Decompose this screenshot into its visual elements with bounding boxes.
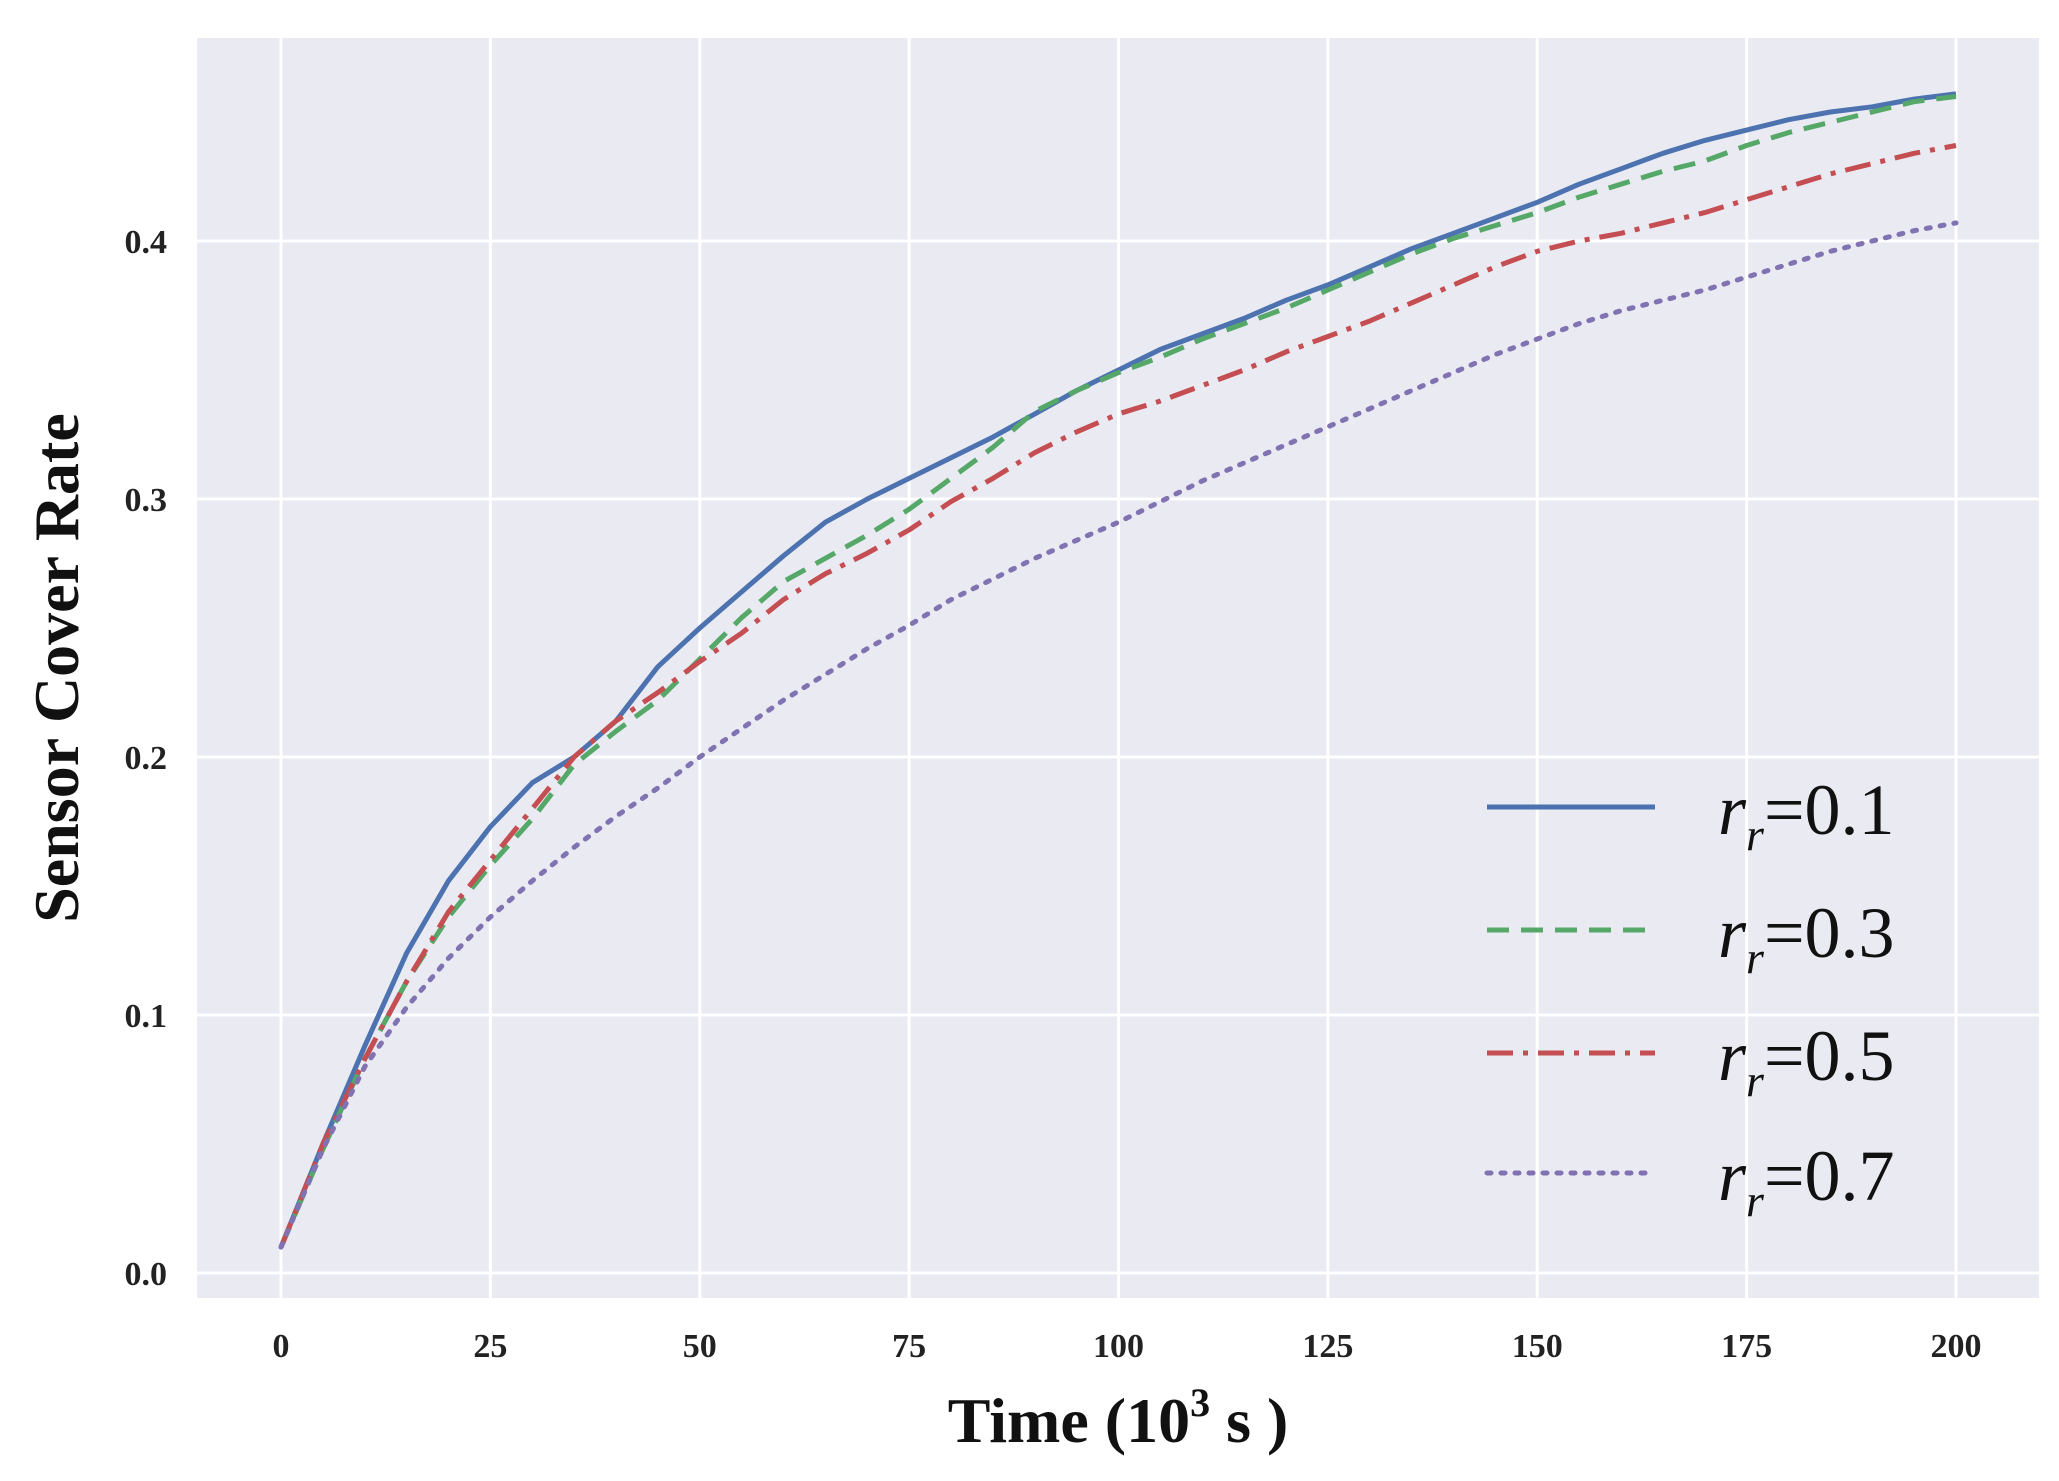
legend-var-01: r	[1718, 770, 1747, 850]
y-tick-label-0.3: 0.3	[125, 482, 168, 519]
legend-var-03: r	[1718, 893, 1747, 973]
legend-value-01: =0.1	[1764, 770, 1895, 850]
legend-var-05: r	[1718, 1016, 1747, 1096]
x-tick-label-150: 150	[1512, 1328, 1563, 1365]
x-tick-label-200: 200	[1931, 1328, 1982, 1365]
legend-sub-03: r	[1746, 932, 1765, 983]
legend-label-01: rr=0.1	[1718, 770, 1895, 860]
x-tick-label-75: 75	[892, 1328, 926, 1365]
series-line-07	[278, 220, 1959, 1250]
x-tick-label-25: 25	[473, 1328, 507, 1365]
grid-lines	[197, 38, 2039, 1298]
legend-sub-07: r	[1746, 1175, 1765, 1226]
legend-sub-01: r	[1746, 809, 1765, 860]
legend-label-03: rr=0.3	[1718, 893, 1895, 983]
x-axis-label-exponent: 3	[1190, 1380, 1210, 1425]
y-tick-label-0.1: 0.1	[125, 998, 168, 1035]
x-axis-label-unit: s )	[1210, 1385, 1288, 1456]
legend-value-05: =0.5	[1764, 1016, 1895, 1096]
x-tick-label-50: 50	[683, 1328, 717, 1365]
y-axis-ticks: 0.0 0.1 0.2 0.3 0.4	[125, 224, 168, 1293]
x-axis-ticks: 0 25 50 75 100 125 150 175 200	[273, 1328, 1982, 1365]
y-tick-label-0.0: 0.0	[125, 1256, 168, 1293]
y-axis-label: Sensor Cover Rate	[21, 413, 92, 923]
legend-sub-05: r	[1746, 1055, 1765, 1106]
x-axis-label-main: Time (10	[948, 1385, 1190, 1456]
x-axis-label: Time (103 s )	[948, 1380, 1289, 1456]
x-tick-label-125: 125	[1302, 1328, 1353, 1365]
legend-label-07: rr=0.7	[1718, 1136, 1895, 1226]
y-tick-label-0.2: 0.2	[125, 740, 168, 777]
y-tick-label-0.4: 0.4	[125, 224, 168, 261]
legend-var-07: r	[1718, 1136, 1747, 1216]
x-tick-label-0: 0	[273, 1328, 290, 1365]
legend-value-07: =0.7	[1764, 1136, 1895, 1216]
series-line-03	[278, 94, 1957, 1249]
legend-label-05: rr=0.5	[1718, 1016, 1895, 1106]
legend-value-03: =0.3	[1764, 893, 1895, 973]
x-tick-label-175: 175	[1721, 1328, 1772, 1365]
x-tick-label-100: 100	[1093, 1328, 1144, 1365]
series-layer	[278, 91, 1959, 1250]
legend: rr=0.1rr=0.3rr=0.5rr=0.7	[1484, 770, 1895, 1226]
